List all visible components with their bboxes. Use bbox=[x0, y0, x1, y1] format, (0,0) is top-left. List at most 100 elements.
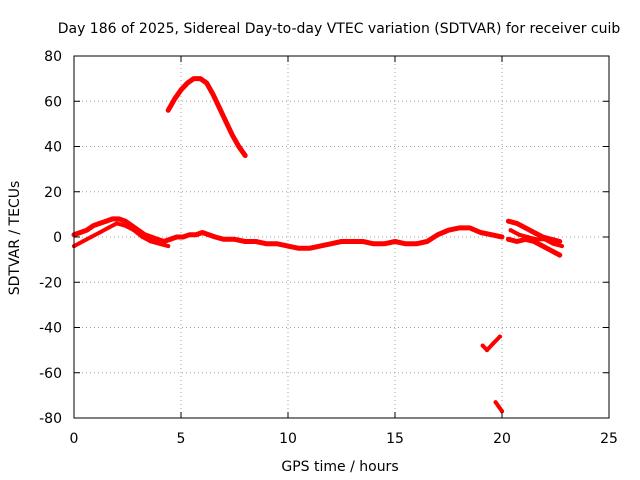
data-point bbox=[168, 237, 173, 242]
chart-title: Day 186 of 2025, Sidereal Day-to-day VTE… bbox=[58, 21, 621, 37]
data-point bbox=[489, 232, 494, 237]
data-point bbox=[84, 228, 89, 233]
x-tick-label: 0 bbox=[70, 431, 79, 447]
y-tick-label: 80 bbox=[44, 49, 62, 65]
data-point bbox=[551, 241, 556, 246]
data-point bbox=[223, 119, 228, 124]
data-point bbox=[106, 225, 111, 230]
data-point bbox=[480, 343, 485, 348]
data-point bbox=[339, 239, 344, 244]
data-point bbox=[172, 97, 177, 101]
data-point bbox=[174, 235, 179, 239]
data-point bbox=[500, 409, 504, 414]
data-point bbox=[506, 237, 511, 242]
data-point bbox=[515, 221, 519, 226]
data-point bbox=[91, 223, 96, 228]
data-point bbox=[89, 235, 94, 239]
data-point bbox=[496, 404, 501, 409]
series-line-check-segment bbox=[480, 334, 502, 353]
data-point bbox=[328, 241, 333, 246]
data-point bbox=[166, 108, 171, 113]
data-point bbox=[286, 244, 290, 249]
data-point bbox=[131, 228, 136, 233]
data-point bbox=[497, 334, 502, 339]
data-point bbox=[97, 221, 102, 226]
data-point bbox=[414, 241, 419, 246]
y-tick-label: -40 bbox=[39, 321, 62, 337]
data-point bbox=[478, 230, 483, 235]
data-point bbox=[523, 225, 528, 230]
data-point bbox=[217, 106, 222, 110]
data-point bbox=[457, 225, 462, 230]
y-tick-label: 40 bbox=[44, 140, 62, 156]
data-point bbox=[221, 237, 226, 242]
data-point bbox=[116, 216, 121, 221]
data-point bbox=[275, 241, 280, 246]
data-point bbox=[264, 241, 269, 246]
data-point bbox=[149, 239, 153, 244]
x-tick-label: 20 bbox=[493, 431, 511, 447]
data-point bbox=[542, 237, 547, 242]
data-point bbox=[187, 232, 192, 237]
data-series bbox=[71, 76, 564, 414]
data-point bbox=[549, 248, 554, 253]
x-tick-label: 5 bbox=[177, 431, 186, 447]
data-point bbox=[80, 239, 85, 244]
data-point bbox=[211, 92, 216, 97]
y-tick-label: 60 bbox=[44, 94, 62, 110]
data-point bbox=[393, 239, 397, 244]
data-point bbox=[435, 232, 440, 237]
data-point bbox=[446, 228, 451, 233]
data-point bbox=[166, 244, 171, 249]
data-point bbox=[181, 235, 186, 239]
data-point bbox=[104, 219, 109, 224]
x-tick-label: 10 bbox=[279, 431, 297, 447]
data-point bbox=[508, 228, 513, 233]
data-point bbox=[200, 230, 205, 235]
data-point bbox=[123, 223, 128, 228]
data-point bbox=[525, 235, 530, 239]
data-point bbox=[157, 241, 162, 246]
x-tick-label: 25 bbox=[600, 431, 618, 447]
data-point bbox=[236, 144, 241, 149]
y-tick-label: 0 bbox=[53, 230, 62, 246]
data-point bbox=[110, 216, 115, 221]
data-point bbox=[191, 76, 196, 81]
data-point bbox=[78, 230, 83, 235]
data-point bbox=[500, 235, 504, 239]
data-point bbox=[307, 246, 312, 251]
data-point bbox=[243, 239, 248, 244]
data-point bbox=[161, 239, 166, 244]
y-axis-label: SDTVAR / TECUs bbox=[7, 181, 23, 296]
data-point bbox=[155, 237, 160, 242]
y-tick-label: -20 bbox=[39, 275, 62, 291]
data-point bbox=[179, 87, 183, 92]
data-point bbox=[253, 239, 258, 244]
data-point bbox=[243, 153, 248, 158]
data-point bbox=[540, 244, 545, 249]
data-point bbox=[559, 244, 564, 249]
data-point bbox=[467, 225, 472, 230]
data-point bbox=[491, 341, 496, 346]
x-tick-label: 15 bbox=[386, 431, 404, 447]
data-point bbox=[149, 235, 153, 239]
data-point bbox=[403, 241, 408, 246]
data-point bbox=[350, 239, 355, 244]
data-point bbox=[97, 230, 102, 235]
data-point bbox=[296, 246, 301, 251]
data-point bbox=[185, 81, 190, 86]
data-point bbox=[204, 81, 209, 86]
data-point bbox=[198, 76, 203, 81]
data-point bbox=[493, 400, 498, 405]
data-point bbox=[506, 219, 511, 224]
data-point bbox=[557, 239, 562, 244]
data-point bbox=[232, 237, 237, 242]
data-point bbox=[382, 241, 387, 246]
data-point bbox=[230, 133, 235, 138]
data-point bbox=[425, 239, 430, 244]
data-point bbox=[318, 244, 323, 249]
y-tick-label: 20 bbox=[44, 185, 62, 201]
data-point bbox=[194, 232, 198, 237]
data-point bbox=[557, 253, 562, 258]
